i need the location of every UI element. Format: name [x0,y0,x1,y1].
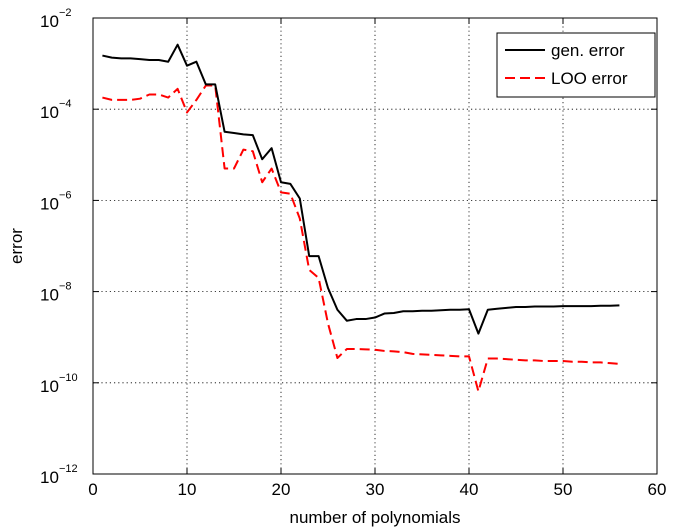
y-tick-label: 10 −8 [40,281,72,305]
y-tick-label-exponent: −8 [59,281,72,293]
y-tick-label: 10 −12 [40,463,78,487]
y-tick-label-base: 10 [40,286,59,305]
y-tick-label: 10 −4 [40,98,72,122]
x-tick-label: 30 [366,480,385,499]
y-tick-label-exponent: −10 [59,372,78,384]
y-axis-label: error [7,228,26,264]
y-tick-label: 10 −2 [40,7,72,31]
y-tick-label-exponent: −12 [59,463,78,475]
x-axis-label: number of polynomials [289,508,460,527]
series-line-loo-error [102,84,620,393]
x-tick-labels: 0 10 20 30 40 50 60 [88,480,666,499]
y-tick-label-exponent: −2 [59,7,72,19]
legend-label-gen-error: gen. error [551,41,625,60]
y-tick-label: 10 −6 [40,189,72,213]
axis-ticks [92,17,658,475]
x-tick-label: 60 [648,480,667,499]
y-tick-label-base: 10 [40,12,59,31]
legend-box [496,32,656,98]
y-tick-label-base: 10 [40,468,59,487]
y-tick-label-base: 10 [40,194,59,213]
y-tick-label-exponent: −4 [59,98,72,110]
y-tick-label-exponent: −6 [59,189,72,201]
y-tick-label-base: 10 [40,377,59,396]
grid-lines [93,18,657,474]
series-line-gen-error [102,43,620,335]
legend: gen. error LOO error [496,32,656,98]
x-tick-label: 50 [554,480,573,499]
y-tick-label: 10 −10 [40,372,78,396]
legend-label-loo-error: LOO error [551,69,628,88]
y-tick-label-base: 10 [40,103,59,122]
x-tick-label: 40 [460,480,479,499]
x-tick-label: 0 [88,480,97,499]
x-tick-label: 20 [272,480,291,499]
series-layer [102,43,620,393]
x-tick-label: 10 [178,480,197,499]
